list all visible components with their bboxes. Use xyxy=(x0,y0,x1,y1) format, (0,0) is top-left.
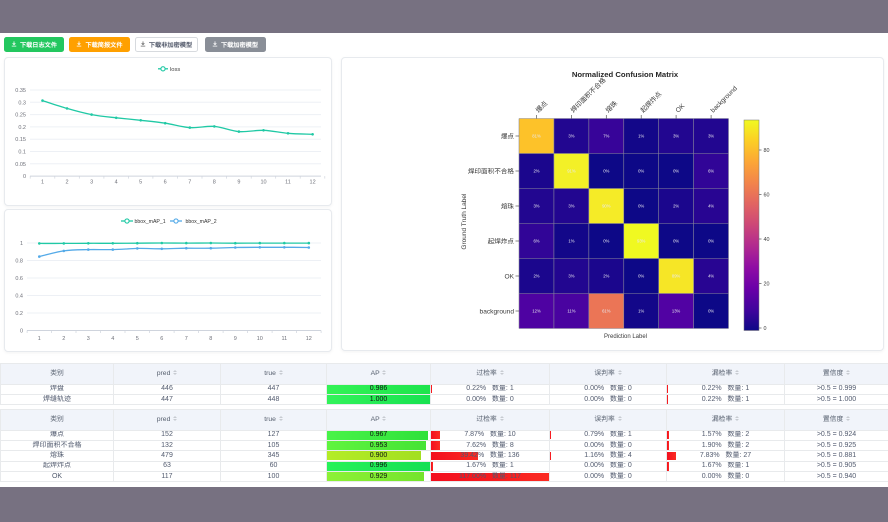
svg-text:60: 60 xyxy=(763,193,769,199)
svg-text:0.6: 0.6 xyxy=(15,276,23,282)
svg-text:12%: 12% xyxy=(532,309,541,314)
svg-text:Ground Truth Label: Ground Truth Label xyxy=(461,193,468,250)
svg-text:2%: 2% xyxy=(603,274,609,279)
svg-text:焊印面积不合格: 焊印面积不合格 xyxy=(569,76,608,115)
svg-text:loss: loss xyxy=(170,67,180,73)
svg-text:9: 9 xyxy=(237,180,240,186)
svg-text:4: 4 xyxy=(115,180,118,186)
svg-text:0%: 0% xyxy=(603,239,609,244)
svg-text:6%: 6% xyxy=(708,169,714,174)
svg-text:2: 2 xyxy=(65,180,68,186)
svg-text:1: 1 xyxy=(20,241,23,247)
svg-text:1: 1 xyxy=(38,336,41,342)
svg-text:background: background xyxy=(709,85,739,115)
svg-text:Prediction Label: Prediction Label xyxy=(603,334,646,340)
svg-text:6: 6 xyxy=(164,180,167,186)
svg-text:0%: 0% xyxy=(638,274,644,279)
svg-text:0.3: 0.3 xyxy=(18,100,26,106)
svg-text:0%: 0% xyxy=(638,204,644,209)
svg-text:5: 5 xyxy=(136,336,139,342)
svg-text:3%: 3% xyxy=(533,204,539,209)
svg-text:爆点: 爆点 xyxy=(534,99,549,114)
svg-text:3: 3 xyxy=(87,336,90,342)
svg-text:0.4: 0.4 xyxy=(15,293,23,299)
svg-text:0.2: 0.2 xyxy=(18,125,26,131)
svg-text:熔珠: 熔珠 xyxy=(604,99,619,114)
svg-text:2: 2 xyxy=(62,336,65,342)
svg-text:11: 11 xyxy=(281,336,287,342)
svg-text:0.8: 0.8 xyxy=(15,258,23,264)
svg-text:2%: 2% xyxy=(533,169,539,174)
svg-text:80: 80 xyxy=(763,148,769,154)
svg-text:20: 20 xyxy=(763,282,769,288)
svg-text:6: 6 xyxy=(160,336,163,342)
svg-text:3%: 3% xyxy=(708,134,714,139)
svg-text:bbox_mAP_1: bbox_mAP_1 xyxy=(135,219,166,225)
svg-text:3%: 3% xyxy=(673,134,679,139)
svg-text:8: 8 xyxy=(209,336,212,342)
svg-text:4%: 4% xyxy=(708,274,714,279)
svg-text:Normalized Confusion Matrix: Normalized Confusion Matrix xyxy=(571,70,678,79)
svg-text:40: 40 xyxy=(763,237,769,243)
svg-text:9: 9 xyxy=(234,336,237,342)
svg-text:3%: 3% xyxy=(568,274,574,279)
svg-text:11: 11 xyxy=(285,180,291,186)
svg-text:OK: OK xyxy=(504,273,514,280)
svg-text:3%: 3% xyxy=(568,204,574,209)
svg-text:7: 7 xyxy=(185,336,188,342)
svg-text:0: 0 xyxy=(763,326,766,332)
svg-text:90%: 90% xyxy=(602,204,611,209)
svg-text:61%: 61% xyxy=(602,309,611,314)
svg-text:4%: 4% xyxy=(708,204,714,209)
svg-text:3%: 3% xyxy=(568,134,574,139)
svg-text:0%: 0% xyxy=(638,169,644,174)
svg-text:0: 0 xyxy=(20,328,23,334)
svg-text:bbox_mAP_2: bbox_mAP_2 xyxy=(186,219,217,225)
svg-text:93%: 93% xyxy=(637,239,646,244)
svg-text:81%: 81% xyxy=(532,134,541,139)
svg-text:OK: OK xyxy=(674,102,686,114)
svg-text:熔珠: 熔珠 xyxy=(500,202,514,210)
svg-text:10: 10 xyxy=(260,180,266,186)
svg-text:0.25: 0.25 xyxy=(15,113,26,119)
svg-text:0: 0 xyxy=(23,174,26,180)
svg-text:3: 3 xyxy=(90,180,93,186)
svg-text:焊印面积不合格: 焊印面积不合格 xyxy=(467,167,514,175)
svg-text:91%: 91% xyxy=(567,169,576,174)
svg-text:5: 5 xyxy=(139,180,142,186)
svg-text:6%: 6% xyxy=(533,239,539,244)
svg-text:1%: 1% xyxy=(638,134,644,139)
svg-text:7: 7 xyxy=(188,180,191,186)
svg-text:1%: 1% xyxy=(568,239,574,244)
svg-text:11%: 11% xyxy=(567,309,575,314)
svg-text:2%: 2% xyxy=(673,204,679,209)
svg-text:8: 8 xyxy=(213,180,216,186)
svg-text:起焊炸点: 起焊炸点 xyxy=(638,90,663,115)
svg-text:0.35: 0.35 xyxy=(15,88,26,94)
svg-text:7%: 7% xyxy=(603,134,609,139)
svg-text:12: 12 xyxy=(310,180,316,186)
svg-text:1%: 1% xyxy=(638,309,644,314)
svg-text:0%: 0% xyxy=(673,239,679,244)
svg-text:0%: 0% xyxy=(603,169,609,174)
svg-text:起焊炸点: 起焊炸点 xyxy=(487,237,514,245)
svg-text:爆点: 爆点 xyxy=(500,132,514,140)
svg-text:0.2: 0.2 xyxy=(15,311,23,317)
svg-text:0%: 0% xyxy=(673,169,679,174)
svg-text:4: 4 xyxy=(111,336,114,342)
svg-text:background: background xyxy=(479,308,514,315)
svg-text:13%: 13% xyxy=(671,309,680,314)
svg-text:10: 10 xyxy=(257,336,263,342)
svg-text:0%: 0% xyxy=(708,309,714,314)
svg-text:0%: 0% xyxy=(708,239,714,244)
svg-text:2%: 2% xyxy=(533,274,539,279)
svg-text:0.1: 0.1 xyxy=(18,150,26,156)
svg-text:0.05: 0.05 xyxy=(15,162,26,168)
svg-text:89%: 89% xyxy=(671,274,680,279)
svg-text:0.15: 0.15 xyxy=(15,137,26,143)
svg-text:12: 12 xyxy=(306,336,312,342)
svg-text:1: 1 xyxy=(41,180,44,186)
